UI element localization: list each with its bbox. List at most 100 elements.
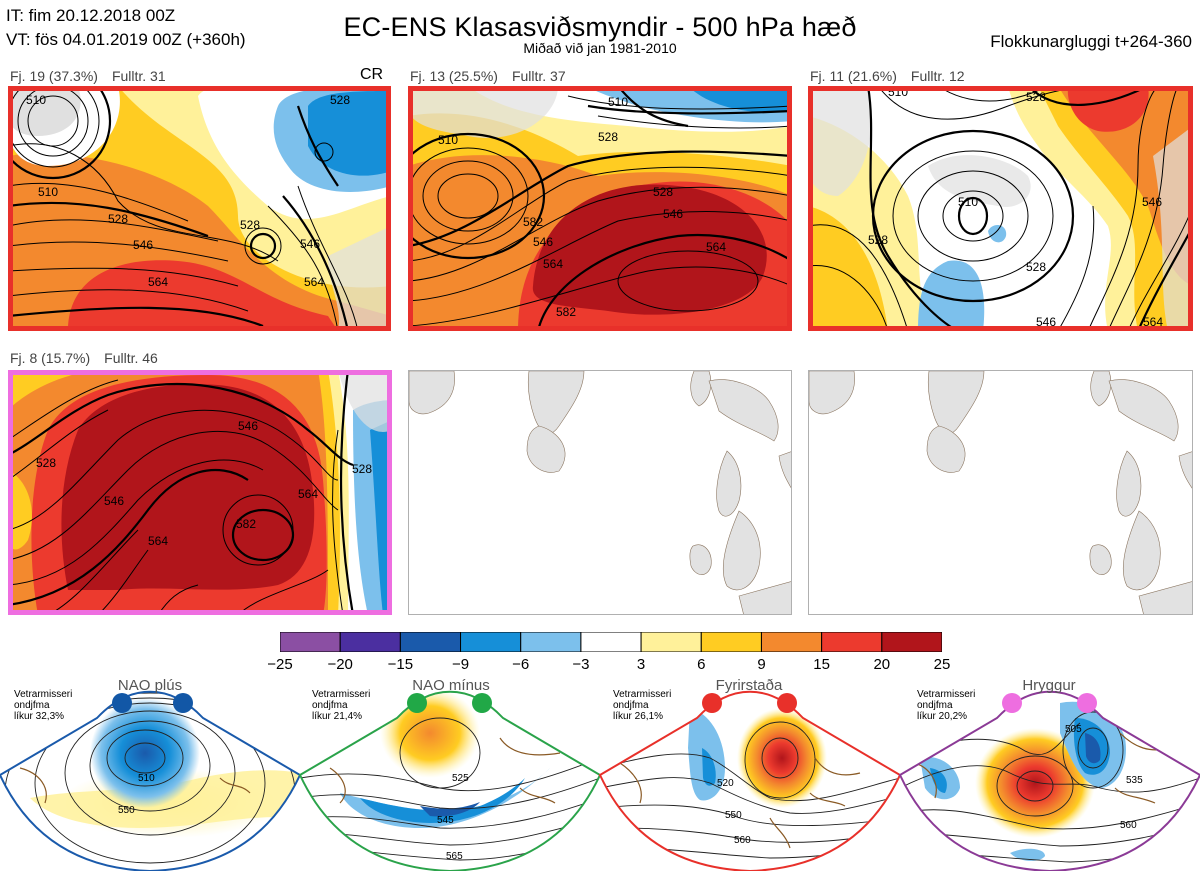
colorbar-swatch — [760, 631, 823, 653]
colorbar-swatch — [580, 631, 642, 653]
contour-label: 582 — [556, 305, 576, 319]
regime-title: Fyrirstaða — [715, 677, 783, 694]
contour-label: 546 — [1036, 315, 1056, 329]
panel-1-cluster: Fj. 19 (37.3%) — [10, 68, 98, 84]
valid-time: VT: fös 04.01.2019 00Z (+360h) — [6, 30, 246, 49]
colorbar-tick-label: −25 — [267, 656, 293, 673]
colorbar-swatch — [339, 631, 401, 653]
colorbar-swatch — [700, 631, 762, 653]
colorbar-tick-label: −9 — [451, 656, 470, 673]
colorbar-tick-label: −15 — [387, 656, 414, 673]
empty-map-2 — [808, 370, 1193, 615]
regime-contour: 550 — [118, 805, 135, 816]
colorbar-swatch — [640, 631, 702, 653]
contour-label: 546 — [533, 235, 553, 249]
colorbar — [279, 631, 943, 653]
colorbar-tick-label: 9 — [757, 656, 766, 673]
contour-label: 546 — [104, 494, 124, 508]
contour-label: 546 — [1142, 195, 1162, 209]
page-title: EC-ENS Klasasviðsmyndir - 500 hPa hæð — [343, 12, 857, 42]
contour-label: 528 — [868, 233, 888, 247]
contour-label: 564 — [148, 275, 168, 289]
contour-label: 510 — [608, 95, 628, 109]
regime-contour: 565 — [446, 851, 463, 862]
empty-map-1 — [408, 370, 792, 615]
panel-4-cluster: Fj. 8 (15.7%) — [10, 350, 91, 366]
contour-label: 546 — [663, 207, 683, 221]
cluster-map-fj19: 510 528 546 564 528 546 564 510 528 — [8, 86, 391, 331]
cluster-map-fj8: 528 546 564 582 546 564 528 — [8, 370, 392, 615]
regime-contour: 510 — [138, 773, 155, 784]
contour-label: 582 — [523, 215, 543, 229]
page-subtitle: Miðað við jan 1981-2010 — [523, 40, 677, 56]
regime-title: Hryggur — [1022, 677, 1076, 694]
contour-label: 510 — [38, 185, 58, 199]
contour-label: 528 — [330, 93, 350, 107]
contour-label: 564 — [1143, 315, 1163, 329]
contour-label: 510 — [26, 93, 46, 107]
regime-contour: 545 — [437, 815, 454, 826]
panel-3-members: Fulltr. 12 — [910, 68, 965, 84]
contour-label: 528 — [352, 462, 372, 476]
cluster-map-fj11: 510 528 546 528 546 564 528 510 — [808, 86, 1193, 331]
contour-label: 528 — [1026, 260, 1046, 274]
colorbar-swatch — [821, 631, 883, 653]
regime-contour: 505 — [1065, 724, 1082, 735]
panel-4-members: Fulltr. 46 — [104, 350, 158, 366]
panel-3-cluster: Fj. 11 (21.6%) — [810, 68, 897, 84]
regime-contour: 550 — [725, 810, 742, 821]
contour-label: 546 — [300, 237, 320, 251]
contour-label: 564 — [298, 487, 318, 501]
colorbar-swatch — [460, 631, 522, 653]
contour-label: 528 — [598, 130, 618, 144]
contour-label: 546 — [133, 238, 153, 252]
contour-label: 510 — [958, 195, 978, 209]
cluster-map-fj13: 510 528 528 546 564 582 546 564 582 510 — [408, 86, 792, 331]
regime-contour: 560 — [734, 835, 751, 846]
panel-frame — [8, 86, 391, 331]
regime-contour: 525 — [452, 773, 469, 784]
panel-1-members: Fulltr. 31 — [111, 68, 166, 84]
panel-frame — [8, 370, 392, 615]
panel-frame — [408, 86, 792, 331]
contour-label: 546 — [238, 419, 258, 433]
colorbar-tick-label: −3 — [572, 656, 590, 673]
colorbar-swatch — [279, 631, 341, 653]
contour-label: 564 — [706, 240, 726, 254]
regime-title: NAO mínus — [412, 677, 490, 694]
colorbar-tick-label: 25 — [933, 656, 951, 673]
colorbar-tick-label: 6 — [697, 656, 706, 673]
contour-label: 510 — [438, 133, 458, 147]
contour-label: 528 — [108, 212, 128, 226]
regime-row: 510 550 — [0, 678, 1200, 873]
panel-4-label: Fj. 8 (15.7%) Fulltr. 46 — [10, 350, 172, 366]
contour-label: 564 — [543, 257, 563, 271]
colorbar-tick-label: 20 — [873, 656, 891, 673]
panel-2-cluster: Fj. 13 (25.5%) — [410, 68, 498, 84]
issue-time: IT: fim 20.12.2018 00Z — [6, 6, 176, 25]
colorbar-swatch — [399, 631, 462, 653]
panel-frame — [808, 86, 1193, 331]
regime-note: Vetrarmisseri ondjfma líkur 26,1% — [613, 689, 672, 722]
panel-2-label: Fj. 13 (25.5%) Fulltr. 37 — [410, 68, 580, 84]
colorbar-swatch — [520, 631, 582, 653]
contour-label: 582 — [236, 517, 256, 531]
contour-label: 564 — [304, 275, 324, 289]
regime-contour: 520 — [717, 778, 734, 789]
colorbar-swatch — [881, 631, 943, 653]
window-label: Flokkunargluggi t+264-360 — [990, 32, 1192, 51]
panel-1-label: Fj. 19 (37.3%) Fulltr. 31 — [10, 68, 180, 84]
regime-note: Vetrarmisseri ondjfma líkur 21,4% — [312, 689, 371, 722]
contour-label: 528 — [1026, 90, 1046, 104]
contour-label: 564 — [148, 534, 168, 548]
regime-note: Vetrarmisseri ondjfma líkur 32,3% — [14, 689, 73, 722]
colorbar-tick-label: −6 — [512, 656, 530, 673]
colorbar-tick-label: 15 — [813, 656, 830, 673]
contour-label: 528 — [653, 185, 673, 199]
colorbar-tick-label: 3 — [636, 656, 646, 673]
colorbar-tick-label: −20 — [327, 656, 353, 673]
contour-label: 528 — [36, 456, 56, 470]
panel-3-label: Fj. 11 (21.6%) Fulltr. 12 — [810, 68, 979, 84]
regime-note: Vetrarmisseri ondjfma líkur 20,2% — [917, 689, 976, 722]
regime-title: NAO plús — [117, 677, 183, 694]
